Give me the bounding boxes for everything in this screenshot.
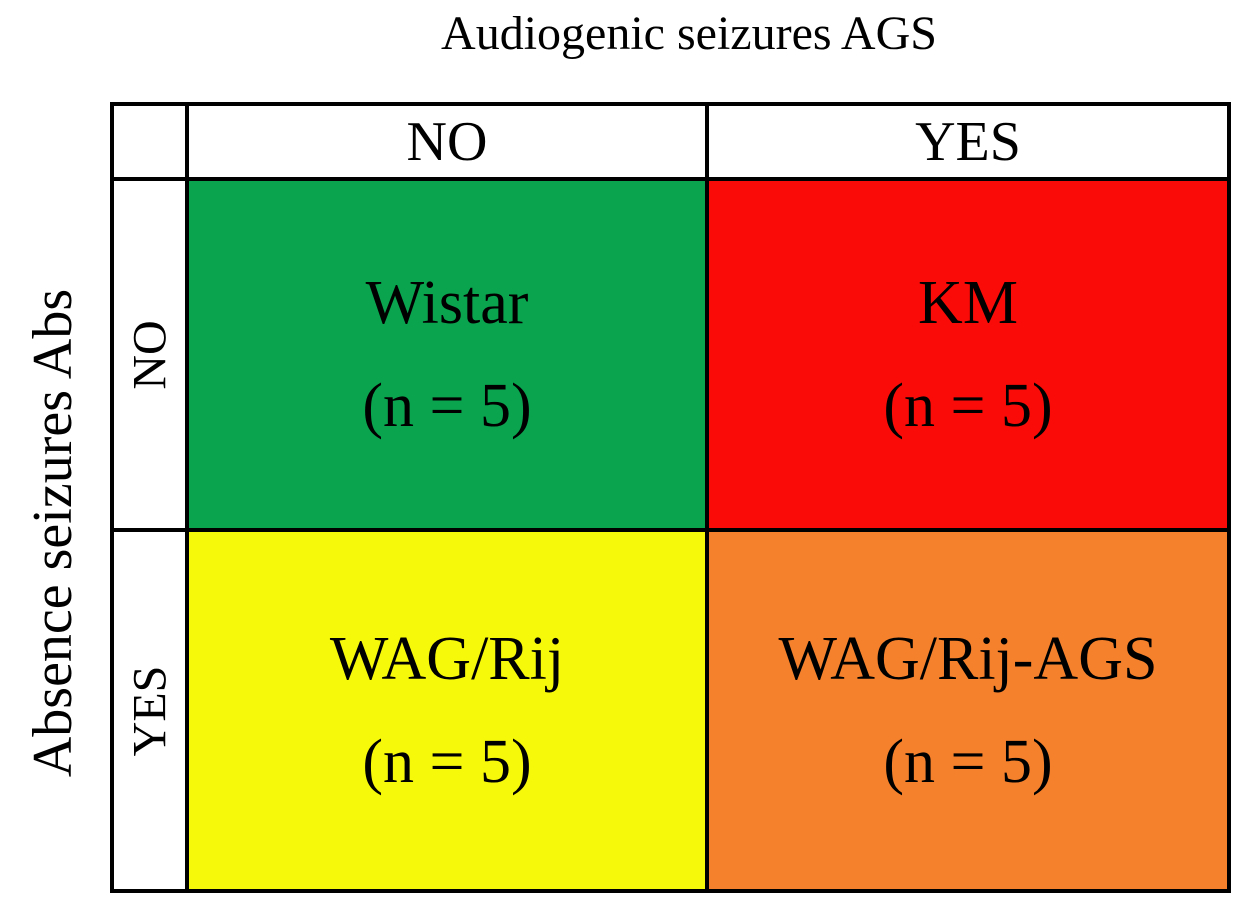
- corner-spacer: [110, 102, 189, 181]
- sample-size-wistar: (n = 5): [362, 371, 532, 440]
- cell-km: KM (n = 5): [705, 177, 1231, 532]
- column-header-row: NO YES: [110, 102, 1231, 181]
- row-abs-yes: YES WAG/Rij (n = 5) WAG/Rij-AGS (n = 5): [110, 528, 1231, 893]
- column-header-ags-no: NO: [185, 102, 709, 181]
- quadrant-matrix: NO YES NO Wistar (n = 5) KM (n = 5) YES …: [110, 102, 1231, 893]
- left-axis-title: Absence seizures Abs: [22, 288, 84, 778]
- sample-size-wag-rij: (n = 5): [362, 727, 532, 796]
- cell-wag-rij: WAG/Rij (n = 5): [185, 528, 709, 893]
- row-header-abs-yes: YES: [110, 528, 189, 893]
- strain-name-km: KM: [918, 269, 1018, 338]
- sample-size-wag-rij-ags: (n = 5): [883, 727, 1053, 796]
- row-abs-no: NO Wistar (n = 5) KM (n = 5): [110, 177, 1231, 532]
- top-axis-title: Audiogenic seizures AGS: [441, 7, 937, 60]
- left-axis-title-container: Absence seizures Abs: [0, 177, 106, 889]
- strain-name-wag-rij: WAG/Rij: [329, 625, 565, 694]
- row-header-abs-yes-label: YES: [123, 665, 176, 756]
- column-header-ags-yes: YES: [705, 102, 1231, 181]
- row-header-abs-no-label: NO: [123, 319, 176, 390]
- sample-size-km: (n = 5): [883, 371, 1053, 440]
- strain-name-wag-rij-ags: WAG/Rij-AGS: [778, 625, 1158, 694]
- cell-wistar: Wistar (n = 5): [185, 177, 709, 532]
- row-header-abs-no: NO: [110, 177, 189, 532]
- strain-name-wistar: Wistar: [365, 269, 529, 338]
- cell-wag-rij-ags: WAG/Rij-AGS (n = 5): [705, 528, 1231, 893]
